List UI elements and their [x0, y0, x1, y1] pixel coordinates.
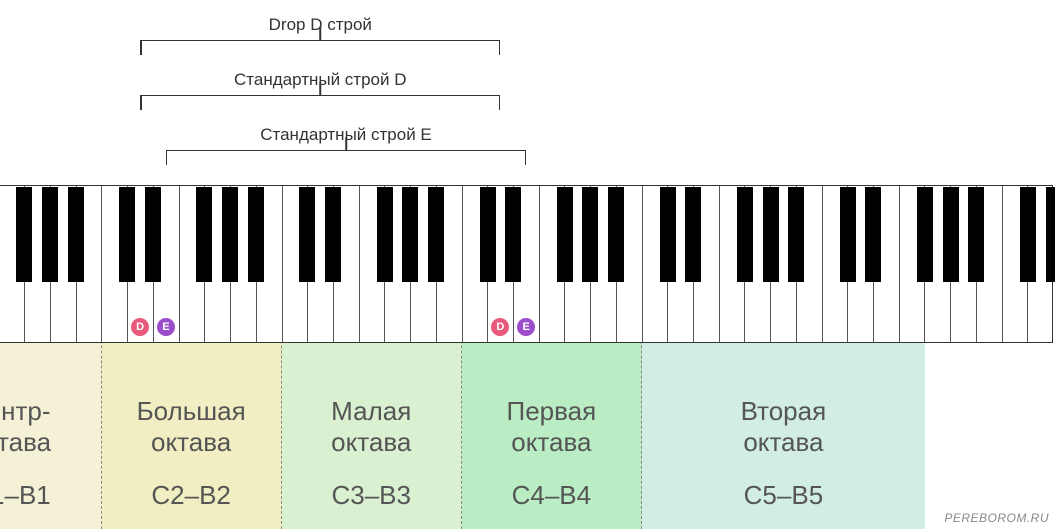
black-key — [582, 187, 598, 282]
black-key — [1020, 187, 1036, 282]
black-key — [325, 187, 341, 282]
octave-range: C5–B5 — [744, 480, 824, 511]
black-key — [865, 187, 881, 282]
black-key — [840, 187, 856, 282]
octave-range: C4–B4 — [512, 480, 592, 511]
piano-keyboard: DEDE — [0, 185, 1055, 343]
black-key — [402, 187, 418, 282]
black-key — [608, 187, 624, 282]
watermark: PEREBOROM.RU — [944, 511, 1049, 525]
octave-name: Большаяоктава — [137, 396, 246, 458]
octave-name: Перваяоктава — [507, 396, 597, 458]
black-key — [763, 187, 779, 282]
octave-range: C2–B2 — [151, 480, 231, 511]
octave-range: C1–B1 — [0, 480, 51, 511]
black-key — [737, 187, 753, 282]
black-key — [788, 187, 804, 282]
tuning-brackets: Drop D строй Стандартный строй D Стандартн… — [0, 0, 1055, 185]
bracket-1: Стандартный строй D — [140, 95, 500, 109]
black-key — [660, 187, 676, 282]
black-key — [16, 187, 32, 282]
octave-name: Контр-октава — [0, 396, 51, 458]
black-key — [917, 187, 933, 282]
black-key — [480, 187, 496, 282]
black-key — [42, 187, 58, 282]
black-key — [428, 187, 444, 282]
bracket-2: Стандартный строй E — [166, 150, 526, 164]
black-key — [968, 187, 984, 282]
note-marker-E: E — [517, 318, 535, 336]
black-key — [299, 187, 315, 282]
diagram-root: Субконтр-октаваA0–B0Контр-октаваC1–B1Бол… — [0, 0, 1055, 529]
black-key — [505, 187, 521, 282]
black-key — [145, 187, 161, 282]
black-key — [119, 187, 135, 282]
bracket-0: Drop D строй — [140, 40, 500, 54]
black-key — [68, 187, 84, 282]
bracket-label: Стандартный строй D — [234, 70, 406, 90]
octave-name: Втораяоктава — [741, 396, 827, 458]
octave-name: Малаяоктава — [331, 396, 411, 458]
black-key — [557, 187, 573, 282]
black-key — [685, 187, 701, 282]
black-key — [248, 187, 264, 282]
black-key — [196, 187, 212, 282]
bracket-label: Drop D строй — [269, 15, 372, 35]
black-key — [943, 187, 959, 282]
black-key — [1046, 187, 1055, 282]
black-key — [377, 187, 393, 282]
octave-range: C3–B3 — [331, 480, 411, 511]
bracket-label: Стандартный строй E — [260, 125, 432, 145]
note-marker-E: E — [157, 318, 175, 336]
black-key — [222, 187, 238, 282]
